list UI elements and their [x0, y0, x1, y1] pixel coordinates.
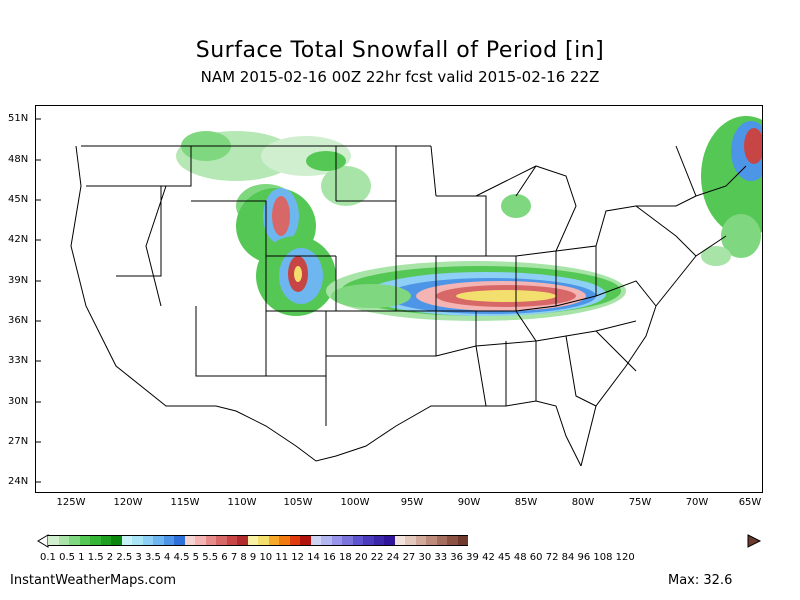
lon-label: 125W: [56, 497, 86, 508]
legend-swatch: [184, 535, 195, 546]
lon-label: 115W: [170, 497, 200, 508]
lon-label: 105W: [283, 497, 313, 508]
legend-swatch: [247, 535, 258, 546]
lon-label: 90W: [457, 497, 481, 508]
legend-swatch: [226, 535, 237, 546]
legend-swatch: [258, 535, 269, 546]
legend-swatch: [58, 535, 69, 546]
legend-swatch: [457, 535, 468, 546]
lon-label: 65W: [738, 497, 762, 508]
lat-label: 45N: [8, 194, 29, 205]
legend-swatch: [216, 535, 227, 546]
lat-label: 48N: [8, 154, 29, 165]
legend-swatch: [405, 535, 416, 546]
lat-label: 33N: [8, 355, 29, 366]
legend-swatch: [300, 535, 311, 546]
state-boundaries: [70, 145, 747, 467]
legend-swatch: [363, 535, 374, 546]
legend-swatch: [352, 535, 363, 546]
lat-label: 51N: [8, 113, 29, 124]
legend-swatch: [174, 535, 185, 546]
lon-label: 70W: [685, 497, 709, 508]
legend-swatch: [342, 535, 353, 546]
legend-swatch: [279, 535, 290, 546]
lon-label: 120W: [113, 497, 143, 508]
lat-label: 24N: [8, 476, 29, 487]
legend-swatch: [111, 535, 122, 546]
lon-label: 95W: [400, 497, 424, 508]
legend-swatch: [426, 535, 437, 546]
legend-swatch: [373, 535, 384, 546]
legend-swatch: [48, 535, 59, 546]
legend-labels: 0.1 0.5 1 1.5 2 2.5 3 3.5 4 4.5 5 5.5 6 …: [40, 552, 635, 563]
legend-swatch: [289, 535, 300, 546]
legend-swatch: [331, 535, 342, 546]
lat-label: 36N: [8, 315, 29, 326]
legend-color-bar: [48, 535, 468, 547]
legend-right-arrow: [747, 534, 762, 548]
legend-swatch: [153, 535, 164, 546]
legend-swatch: [79, 535, 90, 546]
legend-swatch: [142, 535, 153, 546]
snowfall-shading: [176, 116, 762, 321]
legend-swatch: [205, 535, 216, 546]
lon-label: 80W: [571, 497, 595, 508]
map-title: Surface Total Snowfall of Period [in]: [195, 38, 605, 63]
lon-label: 110W: [227, 497, 257, 508]
axis-ticks: [36, 118, 41, 483]
lon-label: 100W: [340, 497, 370, 508]
legend-swatch: [310, 535, 321, 546]
legend-swatch: [132, 535, 143, 546]
map-canvas: [36, 116, 762, 483]
legend-swatch: [447, 535, 458, 546]
lon-label: 85W: [514, 497, 538, 508]
lat-label: 27N: [8, 436, 29, 447]
max-value: Max: 32.6: [668, 573, 733, 588]
site-credit: InstantWeatherMaps.com: [10, 573, 177, 588]
legend-swatch: [415, 535, 426, 546]
lon-label: 75W: [628, 497, 652, 508]
lat-label: 42N: [8, 234, 29, 245]
lat-label: 30N: [8, 396, 29, 407]
legend-swatch: [394, 535, 405, 546]
legend-swatch: [163, 535, 174, 546]
legend-swatch: [195, 535, 206, 546]
legend-swatch: [436, 535, 447, 546]
legend-swatch: [100, 535, 111, 546]
legend-swatch: [268, 535, 279, 546]
legend-swatch: [384, 535, 395, 546]
map-subtitle: NAM 2015-02-16 00Z 22hr fcst valid 2015-…: [200, 68, 600, 86]
legend-swatch: [237, 535, 248, 546]
legend-swatch: [121, 535, 132, 546]
legend-swatch: [321, 535, 332, 546]
snowfall-map: [35, 105, 763, 493]
lat-label: 39N: [8, 275, 29, 286]
legend-swatch: [90, 535, 101, 546]
legend-swatch: [69, 535, 80, 546]
